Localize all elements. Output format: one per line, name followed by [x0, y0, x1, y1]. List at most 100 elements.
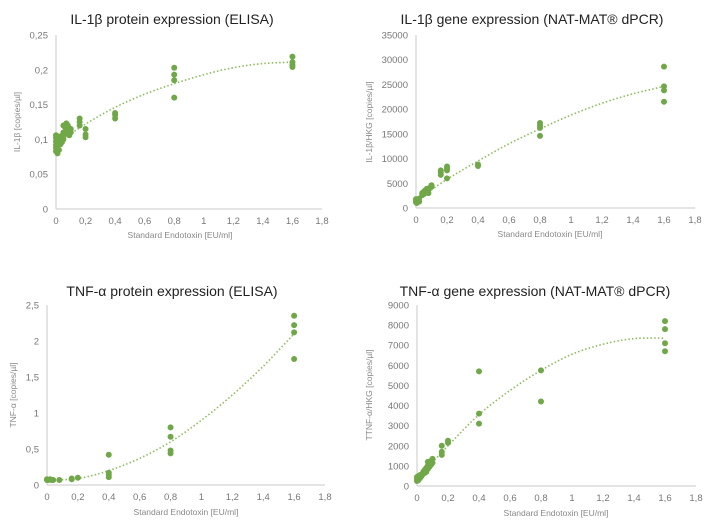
trendline: [415, 85, 665, 202]
x-tick-label: 0,2: [441, 493, 454, 504]
data-point: [167, 433, 174, 440]
x-tick-label: 0: [44, 492, 49, 503]
y-ticks: 0 0,5 1 1,5 2 2,5: [26, 301, 39, 492]
data-point: [437, 167, 444, 174]
x-tick-label: 0: [413, 215, 418, 226]
x-tick-label: 0,6: [502, 215, 515, 226]
data-point: [475, 161, 481, 168]
y-tick-label: 30000: [382, 55, 408, 66]
data-point: [429, 455, 436, 462]
x-tick-label: 1,8: [689, 493, 702, 504]
x-tick-label: 0,2: [440, 215, 453, 226]
x-tick-label: 0: [53, 216, 58, 227]
chart-tnfa-protein: TNF-α protein expression (ELISA) 0 0,5 1 1,…: [0, 260, 360, 522]
y-tick-label: 0,1: [35, 135, 48, 146]
data-point: [661, 98, 667, 105]
data-point: [56, 476, 63, 483]
x-tick-label: 1,4: [257, 492, 270, 503]
y-tick-label: 20000: [382, 105, 408, 116]
x-ticks: 0 0,2 0,4 0,6 0,8 1 1,2 1,4 1,6 1,8: [53, 216, 328, 227]
x-ticks: 0 0,2 0,4 0,6 0,8 1 1,2 1,4 1,6 1,8: [414, 493, 702, 504]
data-point: [68, 475, 75, 482]
y-tick-label: 1,5: [26, 373, 39, 384]
x-tick-label: 1,2: [595, 215, 608, 226]
x-tick-label: 1,8: [315, 216, 328, 227]
chart-title: TNF-α gene expression (NAT-MAT® dPCR): [400, 283, 671, 299]
trendline: [416, 337, 666, 480]
y-axis-label: IL-1β [copies/µl]: [12, 92, 22, 152]
y-tick-label: 3000: [388, 421, 409, 432]
y-tick-label: 0,25: [30, 31, 49, 42]
data-point: [444, 175, 450, 182]
x-tick-label: 0,4: [102, 492, 115, 503]
data-point: [438, 442, 445, 449]
y-tick-label: 0: [43, 205, 48, 216]
data-point: [291, 329, 298, 336]
data-point: [105, 469, 112, 476]
x-tick-label: 1,8: [318, 492, 331, 503]
x-tick-label: 0,8: [164, 492, 177, 503]
data-point: [662, 348, 668, 355]
data-point: [661, 83, 667, 90]
data-point: [74, 474, 81, 481]
x-tick-label: 0,4: [471, 215, 484, 226]
data-point: [289, 59, 296, 66]
data-point: [55, 146, 62, 153]
x-axis-label: Standard Endotoxin [EU/ml]: [128, 230, 233, 240]
data-point: [171, 71, 178, 78]
x-ticks: 0 0,2 0,4 0,6 0,8 1 1,2 1,4 1,6 1,8: [413, 215, 701, 226]
x-tick-label: 1,4: [626, 215, 639, 226]
y-tick-label: 0: [403, 204, 408, 215]
x-tick-label: 0,2: [79, 216, 92, 227]
y-axis-label: TTNF-α/HKG [copies/µl]: [364, 349, 374, 440]
x-tick-label: 1: [199, 492, 204, 503]
trendline: [46, 333, 295, 481]
y-tick-label: 4000: [388, 401, 409, 412]
x-tick-label: 1,2: [226, 492, 239, 503]
y-tick-label: 15000: [382, 129, 408, 140]
x-tick-label: 1: [201, 216, 206, 227]
data-point: [538, 367, 544, 374]
y-tick-label: 5000: [387, 179, 408, 190]
data-point: [445, 437, 451, 444]
data-point: [167, 424, 174, 431]
data-point: [105, 451, 112, 458]
data-points: [413, 63, 667, 207]
y-tick-label: 7000: [388, 341, 409, 352]
x-tick-label: 0,6: [133, 492, 146, 503]
x-tick-label: 1,6: [657, 215, 670, 226]
data-point: [444, 163, 450, 170]
x-tick-label: 0,8: [168, 216, 181, 227]
data-point: [50, 476, 57, 483]
x-tick-label: 1: [568, 215, 573, 226]
x-tick-label: 0,8: [534, 493, 547, 504]
y-tick-label: 1: [34, 409, 39, 420]
chart-title: IL-1β protein expression (ELISA): [70, 11, 273, 27]
x-tick-label: 0: [414, 493, 419, 504]
y-tick-label: 0,5: [26, 445, 39, 456]
data-point: [82, 131, 89, 138]
data-point: [291, 322, 298, 329]
x-tick-label: 0,2: [71, 492, 84, 503]
trendline: [55, 61, 293, 145]
y-axis-label: TNF-α [copies/µl]: [8, 362, 18, 427]
data-point: [82, 125, 89, 132]
y-tick-label: 0,05: [30, 170, 49, 181]
x-tick-label: 0,6: [503, 493, 516, 504]
x-tick-label: 0,4: [472, 493, 485, 504]
y-tick-label: 8000: [388, 321, 409, 332]
y-tick-label: 1000: [388, 461, 409, 472]
y-tick-label: 2000: [388, 441, 409, 452]
data-point: [476, 420, 482, 427]
x-tick-label: 1,6: [286, 216, 299, 227]
x-axis-label: Standard Endotoxin [EU/ml]: [134, 507, 239, 517]
data-points: [414, 318, 668, 484]
data-point: [661, 63, 667, 70]
y-ticks: 0 5000 10000 15000 20000 25000 30000 35000: [382, 31, 408, 215]
data-point: [476, 410, 482, 417]
data-point: [171, 94, 178, 101]
data-point: [537, 132, 543, 139]
y-axis-label: IL-1β/HKG [copies/µl]: [364, 81, 374, 162]
x-tick-label: 1,2: [227, 216, 240, 227]
x-axis-label: Standard Endotoxin [EU/ml]: [498, 229, 603, 239]
